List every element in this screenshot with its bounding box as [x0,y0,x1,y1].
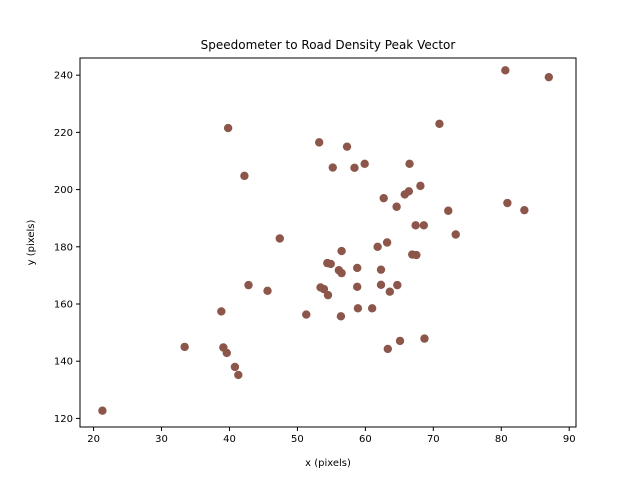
data-point [395,336,405,346]
data-point [337,246,346,256]
y-axis: 120 140 160 180 200 220 240 [54,71,80,425]
data-point [353,304,363,313]
data-point [544,72,554,82]
y-tick-label: 240 [54,71,73,82]
x-tick-label: 90 [563,434,576,445]
data-point [336,312,346,321]
x-tick-label: 70 [427,434,440,445]
y-tick-label: 200 [54,185,73,196]
data-point [180,342,189,352]
y-tick-label: 120 [54,414,73,425]
data-point [323,290,333,300]
data-point [234,370,243,380]
plot-frame [79,57,577,428]
data-point [244,280,253,290]
data-point [501,66,510,75]
data-point [342,142,352,151]
x-axis-label: x (pixels) [305,458,351,469]
data-point [350,163,359,173]
data-point [314,138,324,147]
data-point [451,230,460,239]
data-point [503,198,512,208]
data-point [405,159,414,169]
data-point [319,284,329,294]
x-tick-label: 30 [155,434,168,445]
data-point [411,221,420,230]
data-point [444,206,453,215]
data-point [420,334,429,343]
x-tick-label: 80 [495,434,508,445]
data-point [419,221,429,230]
data-point [376,280,386,290]
data-point [263,286,272,296]
data-point [404,187,414,196]
data-point [337,268,346,278]
data-point [385,287,395,296]
data-point [275,234,284,243]
data-point [373,242,382,251]
data-point [98,406,107,415]
data-point [302,310,311,319]
y-tick-label: 220 [54,128,73,139]
x-tick-label: 60 [359,434,372,445]
y-tick-label: 160 [54,300,73,311]
y-tick-label: 140 [54,357,73,368]
x-tick-label: 50 [291,434,304,445]
data-point [383,344,392,354]
data-point [353,282,362,292]
data-point [435,119,444,128]
data-point [392,202,401,211]
data-point [376,265,386,274]
chart-title: Speedometer to Road Density Peak Vector [201,38,456,52]
data-point [382,238,392,247]
data-point [353,263,362,273]
data-point [360,159,369,169]
data-point [328,163,337,172]
data-point [240,171,249,181]
x-tick-label: 20 [87,434,100,445]
data-point [393,280,402,290]
data-point [223,123,233,133]
data-point [367,304,377,313]
x-axis: 20 30 40 50 60 70 80 90 [87,427,576,445]
data-point [416,181,425,191]
data-point [379,193,388,203]
data-point [520,205,529,215]
data-point [230,362,240,372]
data-points [98,66,554,415]
x-tick-label: 40 [223,434,236,445]
data-point [217,307,226,316]
data-point [222,348,231,358]
data-point [412,250,421,260]
y-axis-label: y (pixels) [26,220,37,266]
data-point [326,259,335,269]
y-tick-label: 180 [54,242,73,253]
